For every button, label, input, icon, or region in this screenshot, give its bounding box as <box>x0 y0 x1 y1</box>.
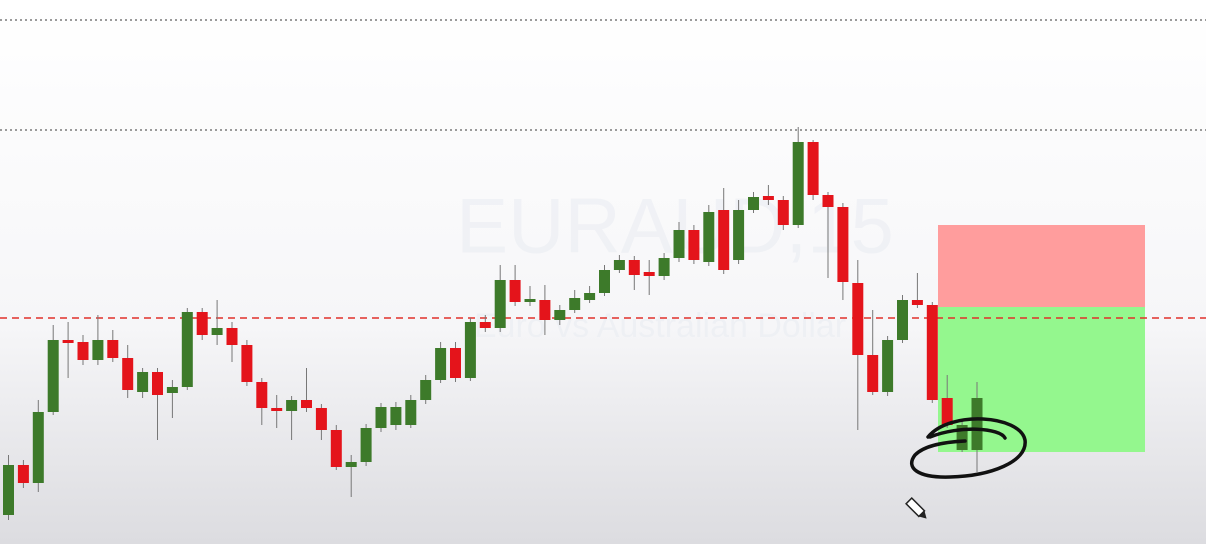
candle-body <box>718 210 730 270</box>
candle-body <box>32 412 44 483</box>
candle-body <box>420 380 432 400</box>
candle-body <box>375 407 387 428</box>
candle-body <box>882 340 894 392</box>
candle-body <box>971 398 983 450</box>
candle-body <box>941 398 953 425</box>
candle-body <box>807 142 819 195</box>
candle-body <box>360 428 372 462</box>
candle-body <box>241 345 253 382</box>
candle-body <box>196 312 208 335</box>
candle-body <box>464 322 476 378</box>
candle-body <box>62 340 74 343</box>
candle-body <box>152 372 163 395</box>
candle-body <box>703 212 715 262</box>
watermark-description: Euro vs Australian Dollar <box>474 307 846 345</box>
candle-body <box>733 210 745 260</box>
candle-body <box>688 230 700 260</box>
candle-body <box>405 400 417 425</box>
candle-body <box>450 348 461 378</box>
candle-body <box>181 312 193 387</box>
candle-body <box>107 340 119 358</box>
candle-body <box>17 465 29 483</box>
candle-body <box>390 407 402 425</box>
candle-body <box>137 372 149 392</box>
candle-body <box>748 197 759 210</box>
candle-body <box>77 342 89 360</box>
candle-body <box>852 283 864 355</box>
candle-body <box>301 400 312 408</box>
candle-body <box>911 300 923 305</box>
candle-body <box>271 408 283 411</box>
candle-body <box>777 200 789 225</box>
hand-drawn-circle <box>909 417 1027 479</box>
candle-body <box>673 230 685 258</box>
candle-body <box>92 340 104 360</box>
candle-body <box>345 462 357 467</box>
candle-body <box>554 310 566 320</box>
candle-body <box>613 260 625 270</box>
stop-loss-zone <box>938 225 1145 307</box>
candle-body <box>494 280 506 328</box>
candle-body <box>897 300 908 340</box>
candle-body <box>867 355 879 392</box>
candle-body <box>226 328 238 345</box>
candle-body <box>628 260 640 275</box>
pen-cursor <box>905 497 927 519</box>
candle-body <box>643 272 655 276</box>
candle-body <box>3 465 14 515</box>
candle-body <box>122 358 134 390</box>
candle-body <box>330 430 342 467</box>
candle-body <box>569 298 581 310</box>
candle-body <box>211 328 223 335</box>
candle-body <box>286 400 298 411</box>
candle-body <box>822 195 834 207</box>
candle-body <box>584 293 596 300</box>
candle-body <box>539 300 551 320</box>
candle-body <box>524 299 536 302</box>
candle-body <box>47 340 59 412</box>
candle-body <box>926 305 938 400</box>
candle-body <box>837 207 849 282</box>
candle-body <box>166 387 178 393</box>
candle-body <box>435 348 447 380</box>
candle-body <box>956 425 968 450</box>
candle-body <box>509 280 521 302</box>
candle-body <box>762 196 774 200</box>
candle-body <box>658 258 670 276</box>
candle-body <box>479 322 491 328</box>
candle-body <box>256 382 268 408</box>
candle-body <box>315 408 327 430</box>
candle-body <box>599 270 610 293</box>
candle-body <box>792 142 804 225</box>
